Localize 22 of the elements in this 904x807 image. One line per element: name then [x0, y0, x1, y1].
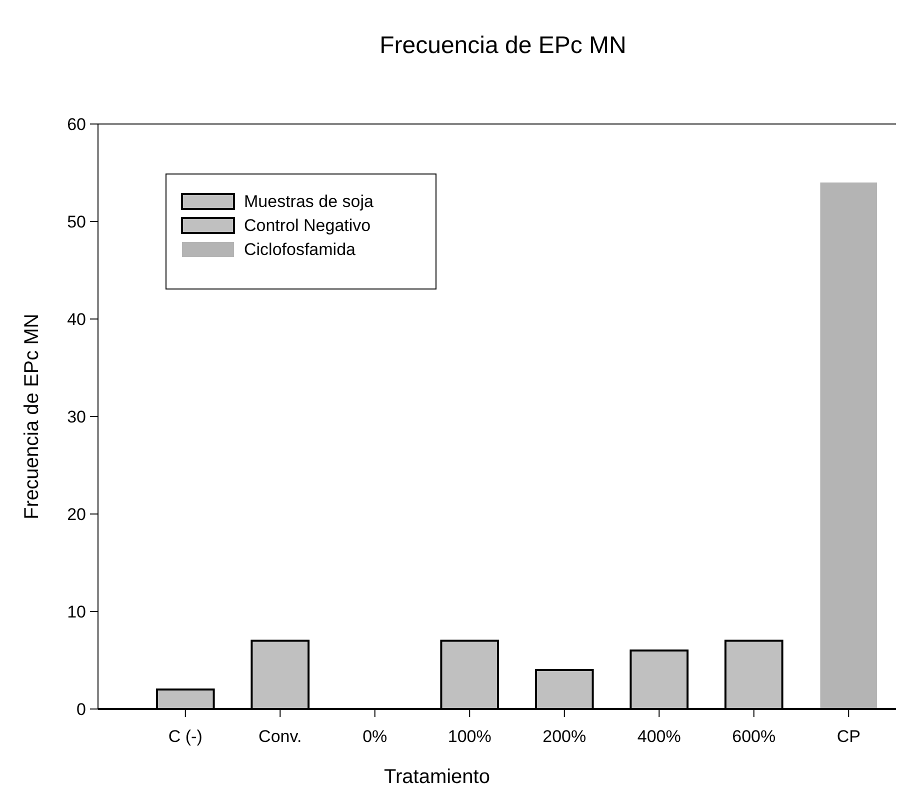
x-tick-label: 0%: [362, 727, 388, 746]
y-tick-label: 50: [67, 212, 86, 232]
x-axis-title: Tratamiento: [384, 766, 490, 788]
y-tick-label: 0: [76, 700, 86, 719]
legend-label: Control Negativo: [244, 216, 371, 235]
y-axis-title: Frecuencia de EPc MN: [21, 314, 43, 520]
x-tick-label: CP: [836, 727, 860, 746]
x-tick-label: 200%: [542, 727, 586, 746]
y-tick-label: 10: [67, 602, 86, 622]
x-tick-label: Conv.: [258, 727, 302, 746]
y-tick-label: 60: [67, 114, 86, 134]
x-tick-label: C (-): [168, 727, 202, 746]
legend-label: Muestras de soja: [244, 192, 374, 211]
x-tick-label: 400%: [637, 727, 681, 746]
y-tick-label: 40: [67, 310, 86, 329]
x-tick-label: 600%: [732, 727, 776, 746]
chart-title: Frecuencia de EPc MN: [380, 32, 626, 59]
x-tick-label: 100%: [448, 727, 492, 746]
y-tick-label: 20: [67, 504, 86, 524]
legend-label: Ciclofosfamida: [244, 240, 356, 259]
bar: [820, 182, 878, 709]
y-tick-label: 30: [67, 407, 86, 426]
